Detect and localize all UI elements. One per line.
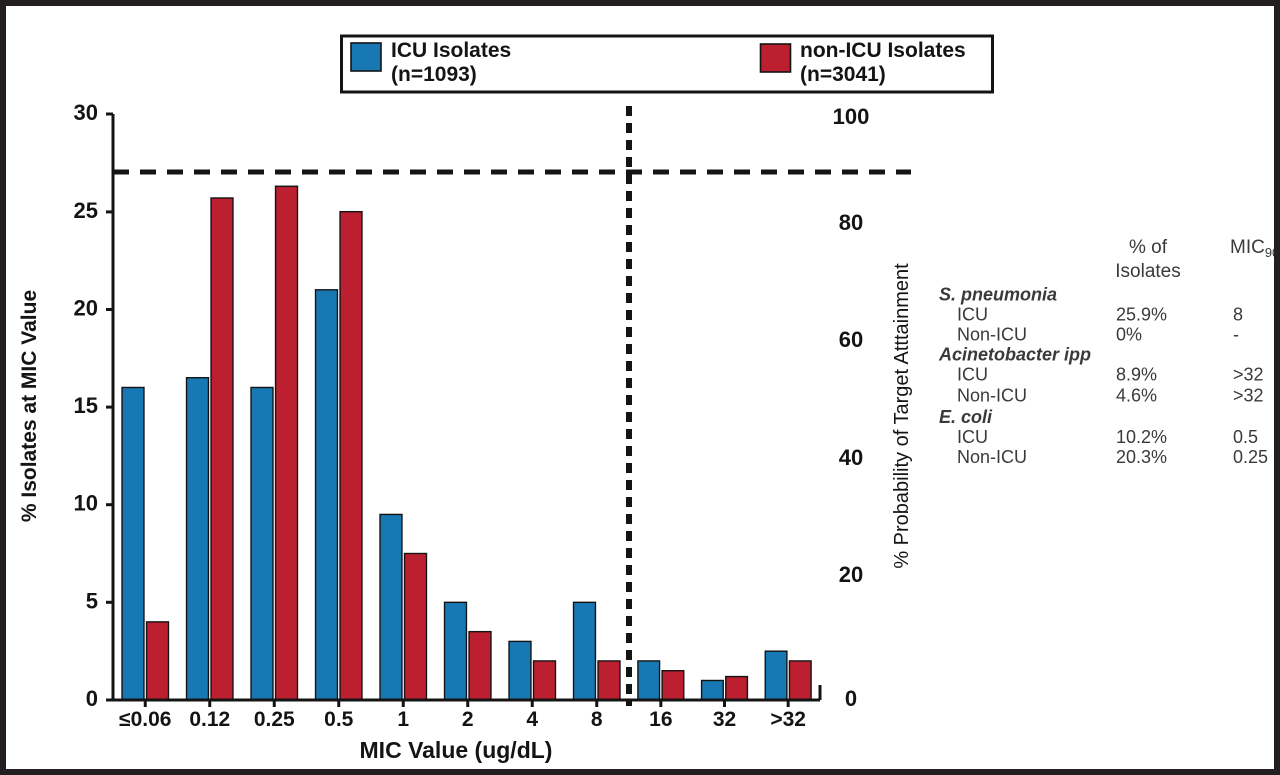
svg-text:0: 0: [86, 686, 98, 711]
svg-text:S. pneumonia: S. pneumonia: [939, 285, 1057, 305]
svg-text:8.9%: 8.9%: [1116, 365, 1157, 385]
svg-text:16: 16: [649, 708, 672, 731]
svg-text:Acinetobacter ipp: Acinetobacter ipp: [938, 345, 1091, 365]
svg-text:2: 2: [462, 708, 474, 731]
svg-text:40: 40: [839, 445, 863, 470]
svg-text:>32: >32: [770, 708, 806, 731]
svg-text:0.5: 0.5: [1233, 427, 1258, 447]
svg-text:32: 32: [713, 708, 736, 731]
svg-text:20.3%: 20.3%: [1116, 447, 1167, 467]
svg-text:0: 0: [845, 686, 857, 711]
svg-text:0.12: 0.12: [189, 708, 230, 731]
svg-text:0.25: 0.25: [254, 708, 295, 731]
svg-text:15: 15: [74, 393, 98, 418]
svg-text:4.6%: 4.6%: [1116, 386, 1157, 406]
svg-text:100: 100: [833, 104, 870, 129]
svg-text:% Isolates at MIC Value: % Isolates at MIC Value: [18, 290, 41, 522]
svg-text:MIC90: MIC90: [1230, 237, 1279, 260]
svg-text:>32: >32: [1233, 365, 1264, 385]
svg-text:0.25: 0.25: [1233, 447, 1268, 467]
svg-text:(n=1093): (n=1093): [391, 63, 477, 86]
svg-text:0.5: 0.5: [324, 708, 354, 731]
svg-text:ICU Isolates: ICU Isolates: [391, 39, 511, 62]
svg-text:ICU: ICU: [957, 305, 988, 325]
svg-text:-: -: [1233, 325, 1239, 345]
svg-text:% Probability of Target Atttai: % Probability of Target Atttainment: [891, 263, 913, 569]
svg-text:E. coli: E. coli: [939, 407, 993, 427]
svg-text:25.9%: 25.9%: [1116, 305, 1167, 325]
svg-text:10.2%: 10.2%: [1116, 427, 1167, 447]
svg-text:≤0.06: ≤0.06: [119, 708, 171, 731]
svg-text:25: 25: [74, 198, 98, 223]
svg-text:ICU: ICU: [957, 427, 988, 447]
svg-text:>32: >32: [1233, 386, 1264, 406]
svg-text:Non-ICU: Non-ICU: [957, 447, 1027, 467]
svg-text:(n=3041): (n=3041): [800, 63, 886, 86]
svg-text:5: 5: [86, 588, 98, 613]
svg-text:ICU: ICU: [957, 365, 988, 385]
svg-text:80: 80: [839, 210, 863, 235]
svg-text:0%: 0%: [1116, 325, 1142, 345]
svg-text:10: 10: [74, 491, 98, 516]
svg-text:8: 8: [1233, 305, 1243, 325]
svg-text:Isolates: Isolates: [1115, 261, 1180, 282]
svg-text:20: 20: [839, 562, 863, 587]
svg-text:Non-ICU: Non-ICU: [957, 386, 1027, 406]
svg-text:non-ICU Isolates: non-ICU Isolates: [800, 39, 966, 62]
svg-text:60: 60: [839, 327, 863, 352]
svg-text:8: 8: [591, 708, 603, 731]
svg-text:4: 4: [526, 708, 538, 731]
svg-text:% of: % of: [1129, 237, 1168, 258]
svg-text:30: 30: [74, 100, 98, 125]
svg-text:1: 1: [397, 708, 409, 731]
svg-text:MIC Value (ug/dL): MIC Value (ug/dL): [360, 737, 553, 763]
svg-text:Non-ICU: Non-ICU: [957, 325, 1027, 345]
svg-text:20: 20: [74, 296, 98, 321]
